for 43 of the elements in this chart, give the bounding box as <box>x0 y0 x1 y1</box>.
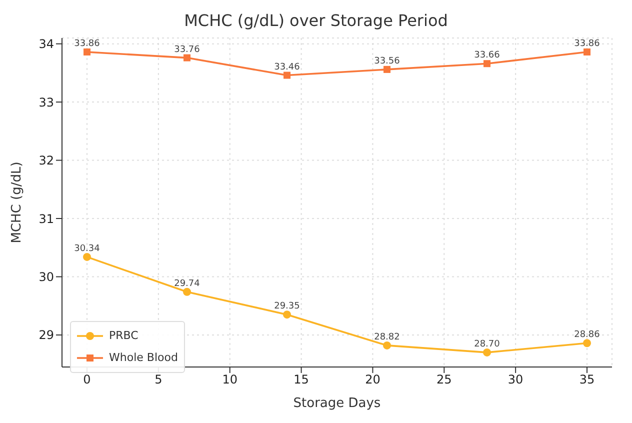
data-label: 33.66 <box>474 50 500 61</box>
x-axis-title: Storage Days <box>293 396 381 411</box>
data-label: 33.46 <box>274 62 300 72</box>
data-label: 28.86 <box>574 330 600 340</box>
point <box>383 341 391 350</box>
x-tick-label: 25 <box>436 372 452 387</box>
x-tick-label: 35 <box>579 372 595 387</box>
legend-label: Whole Blood <box>109 350 178 366</box>
data-label: 30.34 <box>74 244 100 254</box>
y-tick-label: 29 <box>38 328 54 342</box>
point <box>284 72 290 79</box>
x-tick-label: 15 <box>294 372 309 387</box>
legend-label: PRBC <box>109 328 138 344</box>
y-tick-label: 34 <box>38 37 54 52</box>
point <box>84 48 90 56</box>
point <box>483 348 491 356</box>
point <box>83 252 91 261</box>
data-label: 29.74 <box>174 278 200 289</box>
chart-title: MCHC (g/dL) over Storage Period <box>183 10 449 32</box>
x-tick-label: 30 <box>508 372 524 387</box>
x-tick-label: 20 <box>365 372 380 387</box>
y-tick-label: 32 <box>38 154 54 168</box>
y-tick-label: 30 <box>38 270 54 284</box>
point <box>183 288 191 296</box>
data-label: 33.56 <box>374 56 400 66</box>
y-axis-title: MCHC (g/dL) <box>10 162 25 244</box>
point <box>583 339 591 348</box>
point <box>584 48 590 56</box>
y-tick-label: 31 <box>38 212 54 226</box>
point <box>484 60 490 68</box>
x-tick-label: 5 <box>154 372 162 387</box>
x-tick-label: 10 <box>222 372 238 387</box>
data-label: 33.86 <box>574 38 600 49</box>
point <box>384 66 390 73</box>
data-label: 33.86 <box>74 38 100 49</box>
point <box>283 310 291 319</box>
x-tick-label: 0 <box>83 372 91 387</box>
point <box>184 54 190 62</box>
y-tick-label: 33 <box>38 95 54 110</box>
data-label: 28.70 <box>474 339 500 350</box>
data-label: 28.82 <box>374 332 400 342</box>
data-label: 33.76 <box>174 44 200 55</box>
data-label: 29.35 <box>274 302 300 312</box>
